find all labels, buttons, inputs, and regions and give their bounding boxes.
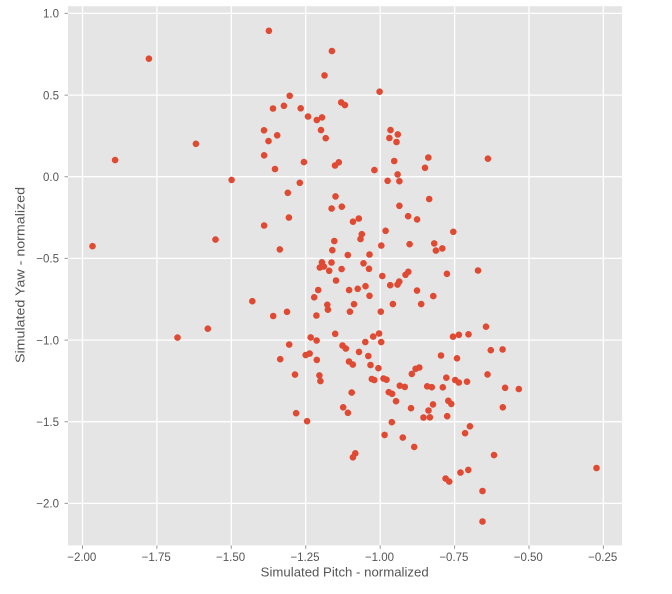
svg-text:−2.00: −2.00 bbox=[67, 552, 96, 564]
svg-text:−0.50: −0.50 bbox=[514, 552, 543, 564]
svg-text:−0.75: −0.75 bbox=[439, 552, 468, 564]
svg-text:−0.25: −0.25 bbox=[588, 552, 617, 564]
svg-text:−2.0: −2.0 bbox=[36, 499, 59, 511]
svg-text:0.5: 0.5 bbox=[43, 90, 59, 102]
svg-text:1.0: 1.0 bbox=[43, 9, 59, 21]
svg-text:−1.0: −1.0 bbox=[36, 335, 59, 347]
svg-text:−1.5: −1.5 bbox=[36, 417, 59, 429]
svg-text:−1.00: −1.00 bbox=[365, 552, 394, 564]
svg-text:0.0: 0.0 bbox=[43, 172, 59, 184]
svg-text:−0.5: −0.5 bbox=[36, 254, 59, 266]
svg-text:−1.25: −1.25 bbox=[290, 552, 319, 564]
svg-text:Simulated Yaw - normalized: Simulated Yaw - normalized bbox=[12, 187, 27, 363]
svg-text:−1.50: −1.50 bbox=[216, 552, 245, 564]
svg-text:−1.75: −1.75 bbox=[142, 552, 171, 564]
svg-text:Simulated Pitch - normalized: Simulated Pitch - normalized bbox=[261, 565, 429, 580]
